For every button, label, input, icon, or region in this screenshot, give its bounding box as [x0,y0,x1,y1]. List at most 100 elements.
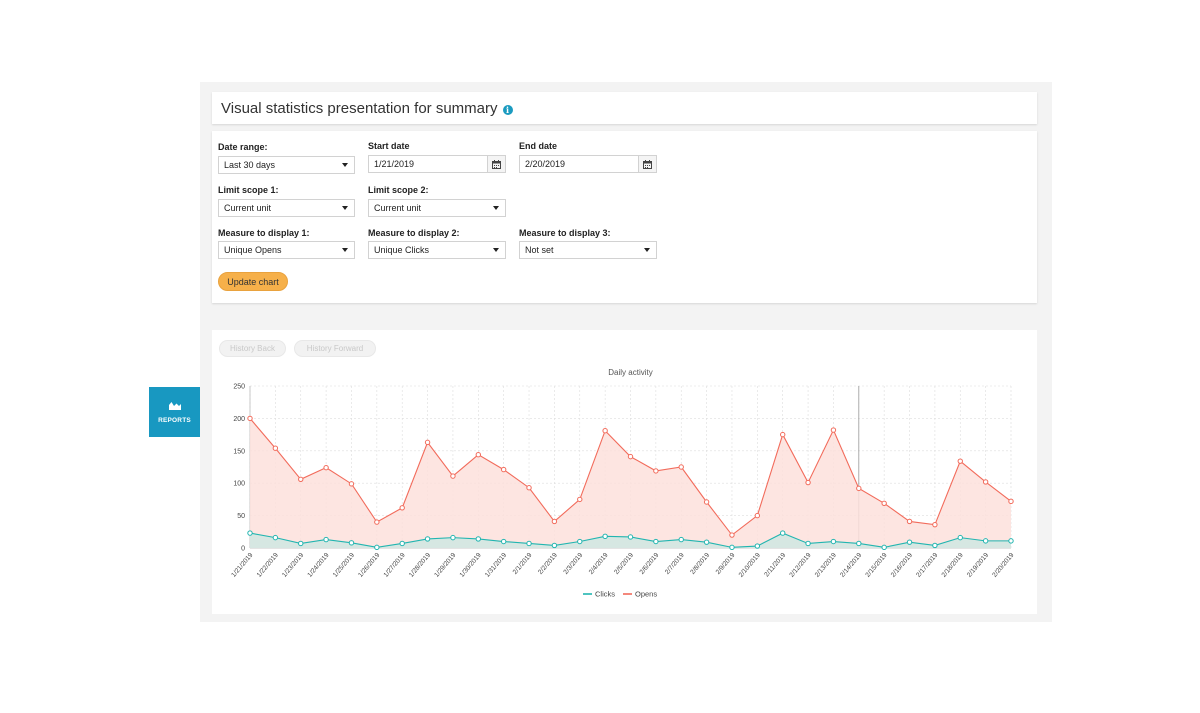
chart-card: History Back History Forward Daily activ… [212,330,1037,614]
clicks-point [450,534,456,541]
opens-point [272,445,279,451]
limit-scope-2-value: Current unit [374,203,422,213]
opens-point [247,415,253,422]
history-forward-button[interactable]: History Forward [294,340,376,357]
clicks-point [475,536,481,542]
opens-legend-label: Opens [635,590,657,599]
chevron-down-icon [342,163,348,167]
opens-point [678,464,684,470]
measure-1-label: Measure to display 1: [218,228,310,238]
chevron-down-icon [493,206,499,210]
limit-scope-2-select[interactable]: Current unit [368,199,506,217]
measure-3-value: Not set [525,245,554,255]
clicks-point [830,538,837,545]
history-back-button[interactable]: History Back [219,340,286,357]
opens-point [424,439,431,446]
x-tick-label: 2/11/2019 [763,552,787,579]
opens-point [881,500,887,506]
area-chart-icon [168,401,181,410]
clicks-point [780,530,786,536]
y-tick-label: 0 [241,546,245,553]
x-tick-label: 1/31/2019 [484,552,508,579]
x-tick-label: 2/12/2019 [788,552,812,579]
y-tick-label: 50 [237,513,245,520]
clicks-point [932,542,938,549]
clicks-point [247,530,253,536]
opens-point [703,499,710,505]
clicks-point [298,540,304,547]
x-tick-label: 1/26/2019 [357,552,381,579]
opens-point [982,479,989,485]
x-tick-label: 2/6/2019 [639,552,661,576]
x-tick-label: 1/23/2019 [281,552,305,579]
measure-1-select[interactable]: Unique Opens [218,241,355,259]
clicks-point [653,538,659,545]
clicks-point [602,533,608,540]
opens-point [500,466,507,473]
measure-2-value: Unique Clicks [374,245,430,255]
x-tick-label: 2/9/2019 [715,552,737,576]
opens-point [780,431,786,438]
clicks-point [374,544,380,551]
chart-title: Daily activity [608,368,652,377]
clicks-point [424,536,431,542]
measure-3-select[interactable]: Not set [519,241,657,259]
reports-tab[interactable]: REPORTS [149,387,200,437]
clicks-point [577,538,583,545]
x-tick-label: 2/20/2019 [991,552,1015,579]
clicks-point [1008,538,1014,544]
limit-scope-1-select[interactable]: Current unit [218,199,355,217]
opens-point [856,485,862,492]
x-tick-label: 1/30/2019 [459,552,483,579]
x-tick-label: 2/4/2019 [588,552,610,576]
opens-point [1008,498,1014,505]
x-tick-label: 2/8/2019 [689,552,711,576]
clicks-point [551,542,558,549]
y-tick-label: 250 [233,384,245,391]
calendar-icon[interactable] [638,156,656,172]
x-tick-label: 2/5/2019 [613,552,635,576]
opens-point [475,451,481,458]
measure-2-select[interactable]: Unique Clicks [368,241,506,259]
opens-point [374,519,380,525]
clicks-point [526,540,532,547]
clicks-point [703,539,710,545]
x-tick-label: 2/10/2019 [738,552,762,579]
measure-2-label: Measure to display 2: [368,228,460,238]
filter-form: Date range: Last 30 days Start date 1/21… [212,131,1037,303]
x-tick-label: 2/2/2019 [537,552,559,576]
opens-point [551,518,558,525]
opens-area [250,418,1011,548]
clicks-point [754,543,761,549]
clicks-point [957,534,963,541]
opens-point [577,496,583,503]
measure-3-label: Measure to display 3: [519,228,611,238]
opens-point [450,473,456,479]
date-range-select[interactable]: Last 30 days [218,156,355,174]
clicks-area [250,533,1011,548]
x-tick-label: 1/24/2019 [306,552,330,579]
clicks-point [348,540,355,546]
page-title-text: Visual statistics presentation for summa… [221,100,498,117]
opens-point [754,512,761,519]
x-tick-label: 2/1/2019 [512,552,534,576]
opens-point [805,479,811,486]
info-icon[interactable]: i [502,104,513,115]
clicks-point [399,540,405,547]
end-date-input[interactable]: 2/20/2019 [519,155,657,173]
clicks-point [272,534,279,541]
x-tick-label: 2/14/2019 [839,552,863,579]
x-tick-label: 2/16/2019 [890,552,914,579]
opens-point [932,521,938,528]
end-date-value: 2/20/2019 [525,159,566,169]
calendar-icon[interactable] [487,156,505,172]
x-tick-label: 2/18/2019 [941,552,965,579]
x-tick-label: 1/22/2019 [256,552,280,579]
chevron-down-icon [342,248,348,252]
x-tick-label: 2/3/2019 [562,552,584,576]
update-chart-button[interactable]: Update chart [218,272,288,291]
x-tick-label: 2/15/2019 [864,552,888,579]
x-tick-label: 2/19/2019 [966,552,990,579]
date-range-value: Last 30 days [224,160,276,170]
start-date-input[interactable]: 1/21/2019 [368,155,506,173]
